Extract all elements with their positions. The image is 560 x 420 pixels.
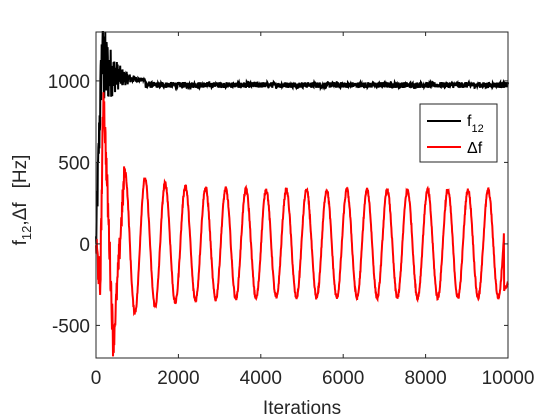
y-axis-ticks: -500 0 500 1000 — [48, 72, 508, 337]
x-tick-label: 4000 — [240, 368, 282, 389]
y-label-sub: 12 — [19, 226, 34, 240]
svg-text:f12,Δf[Hz]: f12,Δf [Hz] — [10, 155, 34, 246]
x-axis-ticks: 0 2000 4000 6000 8000 10000 — [91, 32, 535, 389]
legend-f12-main: f — [467, 113, 472, 130]
y-tick-label: 500 — [58, 153, 90, 174]
y-tick-label: -500 — [52, 316, 90, 337]
x-tick-label: 10000 — [482, 368, 535, 389]
x-tick-label: 6000 — [322, 368, 364, 389]
y-axis-label: f12,Δf [Hz] — [10, 155, 34, 246]
y-label-rest: ,Δf — [10, 202, 31, 226]
legend-box — [419, 103, 498, 163]
x-axis-label: Iterations — [263, 398, 341, 419]
legend-label-f12: f12 — [467, 113, 484, 135]
plot-frame — [95, 31, 509, 359]
series-line-delta-f — [95, 92, 509, 357]
y-tick-label: 0 — [79, 235, 90, 256]
y-tick-label: 1000 — [48, 72, 90, 93]
x-tick-label: 0 — [91, 368, 102, 389]
legend-label-df: Δf — [467, 140, 483, 157]
series-layer — [95, 31, 509, 357]
y-label-main: f — [10, 239, 31, 245]
series-line-f12 — [95, 31, 509, 245]
y-label-unit: [Hz] — [10, 155, 31, 189]
legend: f12 Δf — [419, 103, 498, 163]
x-tick-label: 2000 — [157, 368, 199, 389]
legend-f12-sub: 12 — [471, 123, 483, 135]
x-tick-label: 8000 — [404, 368, 446, 389]
